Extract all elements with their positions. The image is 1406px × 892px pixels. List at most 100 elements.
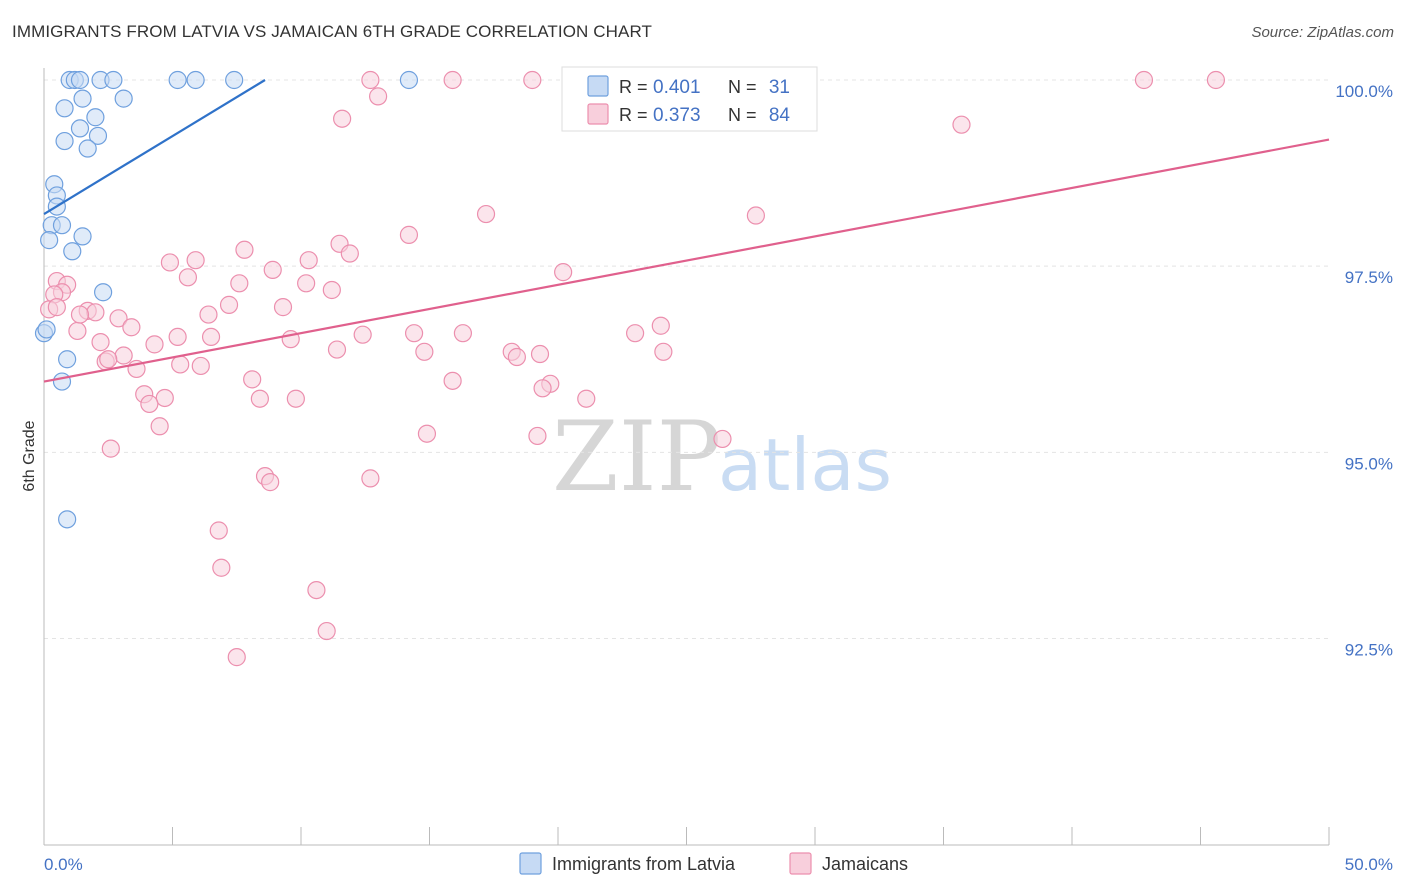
latvia-trend-line	[43, 79, 266, 215]
data-points	[34, 70, 1226, 667]
x-tick-labels: 0.0% 50.0%	[44, 855, 1393, 874]
jamaican-point	[91, 333, 110, 352]
latvia-point	[73, 227, 92, 246]
jamaican-point	[327, 340, 347, 359]
jamaican-point	[317, 621, 336, 641]
jamaican-point	[651, 316, 670, 335]
jamaican-point	[68, 321, 87, 341]
jamaican-point	[114, 346, 133, 365]
jamaican-point	[168, 327, 187, 347]
latvia-point	[37, 320, 56, 339]
jamaican-point	[86, 303, 105, 322]
jamaican-point	[476, 204, 496, 224]
series-legend: Immigrants from Latvia Jamaicans	[519, 852, 908, 875]
jamaican-point	[577, 389, 596, 408]
legend-r-value: 0.373	[653, 105, 701, 126]
latvia-point	[225, 70, 244, 90]
jamaican-point	[333, 109, 352, 128]
jamaican-point	[70, 305, 90, 324]
legend-n-label: N =	[728, 105, 757, 125]
jamaican-point	[209, 521, 228, 540]
series-legend-label: Jamaicans	[822, 854, 908, 874]
jamaican-point	[219, 295, 239, 314]
jamaican-point	[261, 473, 280, 492]
gridlines	[44, 79, 1329, 639]
jamaican-point	[399, 225, 419, 244]
jamaican-point	[369, 87, 388, 106]
jamaican-point	[212, 558, 231, 577]
latvia-point	[58, 350, 77, 369]
legend-n-value: 84	[769, 105, 791, 126]
jamaican-point	[191, 356, 210, 376]
jamaican-point	[101, 439, 120, 458]
latvia-point	[104, 70, 123, 90]
y-tick-label: 97.5%	[1345, 268, 1393, 287]
jamaican-point	[443, 371, 462, 390]
series-legend-swatch	[519, 852, 542, 875]
jamaican-point	[307, 580, 326, 600]
y-tick-labels: 100.0% 97.5% 95.0% 92.5%	[1335, 82, 1393, 659]
latvia-point	[58, 510, 77, 529]
jamaican-point	[361, 469, 380, 488]
jamaican-point	[523, 70, 542, 90]
legend-r-label: R =	[619, 105, 648, 125]
legend-n-label: N =	[728, 77, 757, 97]
jamaican-point	[625, 324, 645, 343]
legend-swatch	[587, 103, 609, 125]
jamaican-point	[361, 70, 380, 90]
jamaican-point	[417, 424, 437, 443]
jamaican-point	[528, 426, 547, 446]
jamaican-point	[654, 342, 673, 361]
latvia-point	[86, 108, 105, 127]
jamaican-point	[322, 280, 341, 300]
y-tick-label: 100.0%	[1335, 82, 1393, 101]
jamaican-point	[178, 268, 198, 287]
jamaican-point	[122, 318, 141, 337]
latvia-point	[52, 372, 72, 391]
jamaican-point	[230, 274, 249, 293]
jamaican-point	[404, 324, 424, 343]
latvia-point	[186, 70, 205, 90]
jamaican-point	[299, 251, 318, 270]
jamaican-point	[145, 335, 164, 354]
jamaican-point	[952, 115, 971, 134]
latvia-point	[63, 242, 82, 261]
jamaican-point	[353, 325, 372, 344]
jamaican-point	[453, 324, 473, 343]
latvia-point	[55, 99, 74, 118]
jamaican-point	[1206, 70, 1226, 90]
legend-r-value: 0.401	[653, 77, 701, 98]
latvia-point	[70, 70, 90, 90]
jamaican-point	[263, 260, 282, 279]
latvia-point	[78, 139, 97, 158]
source-label: Source: ZipAtlas.com	[1251, 24, 1394, 41]
watermark-atlas-text: atlas	[718, 423, 892, 507]
series-legend-swatch	[789, 852, 812, 875]
latvia-point	[40, 231, 59, 250]
jamaican-point	[297, 274, 316, 293]
jamaican-point	[243, 370, 262, 389]
latvia-point	[114, 89, 133, 108]
jamaican-point	[199, 305, 218, 324]
jamaican-point	[746, 206, 765, 225]
latvia-point	[88, 126, 108, 145]
jamaican-point	[155, 388, 174, 408]
jamaican-point	[1134, 70, 1154, 90]
axes	[43, 68, 1330, 846]
latvia-point	[73, 89, 92, 108]
legend-r-label: R =	[619, 77, 648, 97]
y-axis-title: 6th Grade	[21, 420, 38, 491]
legend-n-value: 31	[769, 77, 790, 98]
jamaican-point	[109, 309, 128, 328]
jamaican-point	[415, 342, 434, 361]
jamaican-point	[47, 298, 66, 317]
latvia-point	[70, 119, 90, 138]
zipatlas-watermark: ZIP atlas	[552, 401, 892, 513]
jamaican-point	[533, 379, 552, 398]
latvia-point	[94, 283, 113, 302]
y-tick-label: 92.5%	[1345, 640, 1393, 659]
jamaican-point	[171, 355, 190, 374]
jamaican-point	[713, 429, 732, 449]
jamaican-point	[554, 263, 573, 282]
